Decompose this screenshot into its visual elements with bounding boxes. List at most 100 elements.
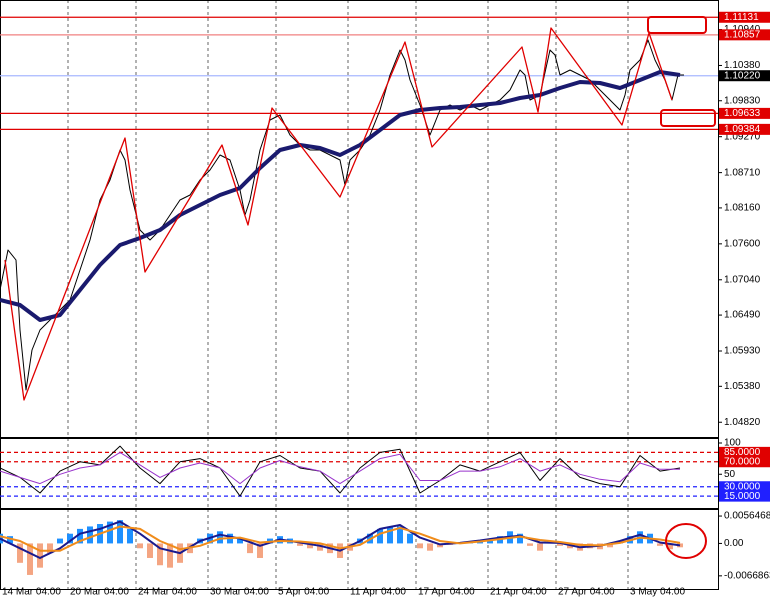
histogram-bar [307, 543, 313, 549]
y-tick-label: 50 [724, 469, 736, 480]
panel-frame [0, 509, 719, 590]
histogram-bar [537, 543, 543, 551]
histogram-bar [127, 528, 133, 544]
level-label: 70.0000 [724, 456, 761, 467]
level-label-bg [719, 11, 770, 23]
histogram-bar [257, 543, 263, 558]
histogram-bar [297, 543, 303, 546]
highlight-ellipse [665, 523, 707, 559]
x-tick-label: 3 May 04:00 [630, 587, 685, 598]
histogram-bar [47, 543, 53, 554]
series-line [0, 445, 681, 497]
y-tick-label: 0.0056468 [724, 511, 770, 522]
histogram-bar [117, 520, 123, 544]
panel [0, 445, 718, 497]
histogram-bar [217, 531, 223, 544]
level-label: 1.11131 [724, 12, 759, 23]
histogram-bar [77, 528, 83, 544]
panel-frame [0, 438, 719, 509]
panel [0, 520, 683, 575]
x-tick-label: 11 Apr 04:00 [350, 587, 406, 598]
series-line [4, 27, 673, 401]
annotations [647, 16, 716, 559]
histogram-bar [107, 521, 113, 544]
x-tick-label: 20 Mar 04:00 [70, 587, 129, 598]
histogram-bar [87, 526, 93, 544]
histogram-bar [167, 543, 173, 568]
x-tick-label: 21 Apr 04:00 [490, 587, 547, 598]
histogram-bar [147, 543, 153, 558]
x-tick-label: 30 Mar 04:00 [210, 587, 269, 598]
highlight-box [660, 109, 716, 127]
histogram-bar [67, 533, 73, 544]
y-tick-label: 0.00 [724, 538, 744, 549]
y-tick-label: 100 [724, 438, 741, 449]
histogram-bar [7, 536, 13, 544]
histogram-bar [397, 526, 403, 544]
histogram-bar [37, 543, 43, 568]
level-label: 85.0000 [724, 447, 761, 458]
histogram-bar [237, 538, 243, 544]
y-tick-label: 1.05380 [724, 381, 761, 392]
histogram-bar [427, 543, 433, 551]
y-tick-label: 1.09270 [724, 131, 761, 142]
histogram-bar [247, 543, 253, 554]
histogram-bar [377, 528, 383, 544]
histogram-bar [667, 543, 673, 550]
level-label-bg [719, 490, 770, 502]
histogram-bar [657, 543, 663, 546]
y-tick-label: -0.0066863 [724, 570, 770, 581]
series-line [0, 451, 680, 485]
histogram-bar [517, 533, 523, 544]
histogram-bar [527, 543, 533, 546]
y-tick-label: 1.04820 [724, 417, 761, 428]
level-label-bg [719, 446, 770, 458]
histogram-bar [57, 538, 63, 544]
series-line [0, 39, 684, 391]
level-label: 1.10220 [724, 70, 761, 81]
histogram-bar [607, 543, 613, 548]
series-line [0, 520, 681, 559]
histogram-bar [417, 543, 423, 549]
panel [0, 16, 718, 401]
level-label: 1.09633 [724, 108, 761, 119]
y-tick-label: 1.07040 [724, 274, 761, 285]
y-tick-label: 1.08160 [724, 203, 761, 214]
histogram-bar [157, 543, 163, 566]
histogram-bar [27, 543, 33, 575]
level-label-bg [719, 123, 770, 135]
histogram-bar [317, 543, 323, 551]
histogram-bar [17, 543, 23, 563]
level-label-bg [719, 29, 770, 41]
x-tick-label: 27 Apr 04:00 [558, 587, 615, 598]
series-line [0, 70, 681, 322]
level-label-bg [719, 456, 770, 468]
panel-frame [0, 0, 719, 438]
histogram-bar [407, 533, 413, 544]
highlight-box [647, 16, 707, 34]
level-label-bg [719, 481, 770, 493]
x-tick-label: 24 Mar 04:00 [138, 587, 197, 598]
level-label: 1.09384 [724, 124, 761, 135]
y-tick-label: 1.07600 [724, 238, 761, 249]
level-label-bg [719, 107, 770, 119]
level-label-bg [719, 70, 770, 82]
y-tick-label: 1.08710 [724, 167, 761, 178]
histogram-bar [137, 543, 143, 549]
series-line [0, 525, 681, 552]
y-tick-label: 1.06490 [724, 310, 761, 321]
histogram-bar [387, 526, 393, 544]
x-tick-label: 5 Apr 04:00 [278, 587, 330, 598]
level-label: 15.0000 [724, 491, 761, 502]
x-tick-label: 14 Mar 04:00 [2, 587, 61, 598]
x-tick-label: 17 Apr 04:00 [418, 587, 475, 598]
level-label: 30.0000 [724, 481, 761, 492]
histogram-bar [557, 543, 563, 546]
y-tick-label: 1.05930 [724, 346, 761, 357]
y-tick-label: 1.09830 [724, 95, 761, 106]
y-tick-label: 1.10380 [724, 60, 761, 71]
level-label: 1.10857 [724, 29, 761, 40]
